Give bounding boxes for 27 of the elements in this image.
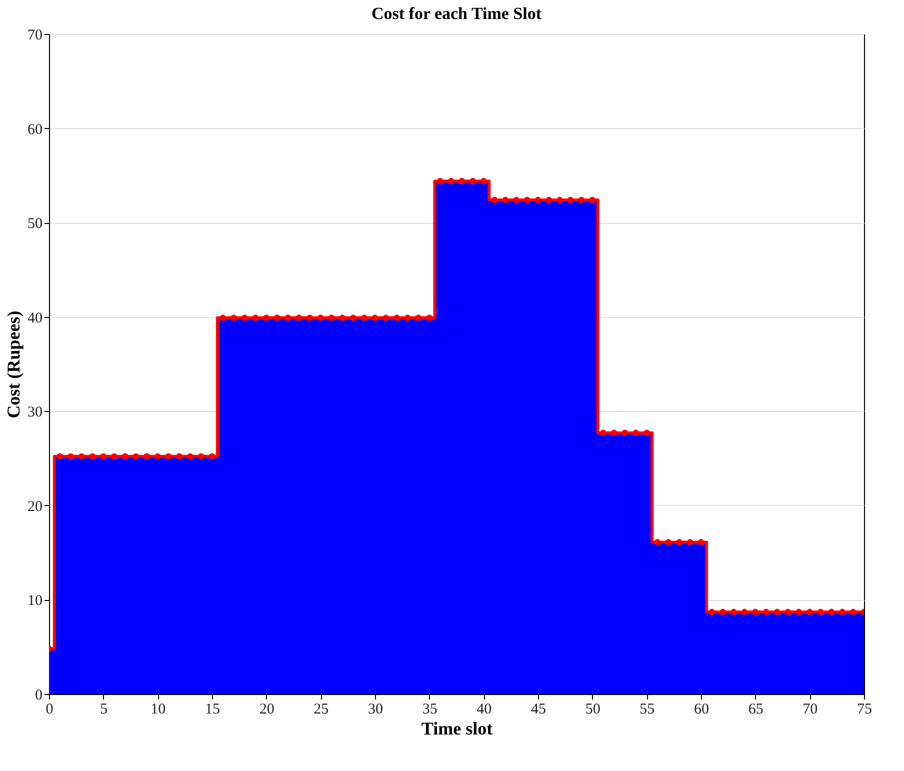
y-tick-label: 70: [28, 28, 42, 44]
x-tick-label: 25: [314, 702, 329, 718]
y-tick-label: 0: [35, 688, 42, 704]
x-tick-label: 15: [205, 702, 220, 718]
y-tick-label: 10: [28, 593, 42, 610]
x-tick-label: 30: [368, 702, 383, 718]
x-tick-label: 75: [857, 702, 872, 718]
y-axis-title: Cost (Rupees): [4, 310, 24, 418]
x-tick-label: 40: [476, 702, 492, 718]
x-tick-label: 60: [694, 702, 709, 718]
x-tick-label: 55: [640, 702, 655, 718]
x-axis-title: Time slot: [421, 718, 493, 738]
x-tick-label: 0: [46, 702, 54, 718]
y-tick-label: 40: [28, 310, 42, 326]
x-tick-label: 20: [259, 702, 274, 718]
y-tick-label: 20: [28, 498, 42, 515]
chart-title: Cost for each Time Slot: [372, 4, 542, 23]
y-tick-label: 60: [28, 122, 42, 138]
x-tick-label: 45: [531, 702, 546, 718]
x-tick-label: 70: [802, 702, 818, 718]
x-tick-label: 35: [422, 702, 438, 718]
y-tick-label: 30: [28, 404, 42, 421]
x-tick-label: 10: [150, 702, 166, 718]
x-tick-label: 65: [748, 702, 764, 718]
x-tick-label: 5: [100, 702, 108, 718]
y-tick-label: 50: [28, 216, 42, 232]
x-tick-label: 50: [585, 702, 600, 718]
